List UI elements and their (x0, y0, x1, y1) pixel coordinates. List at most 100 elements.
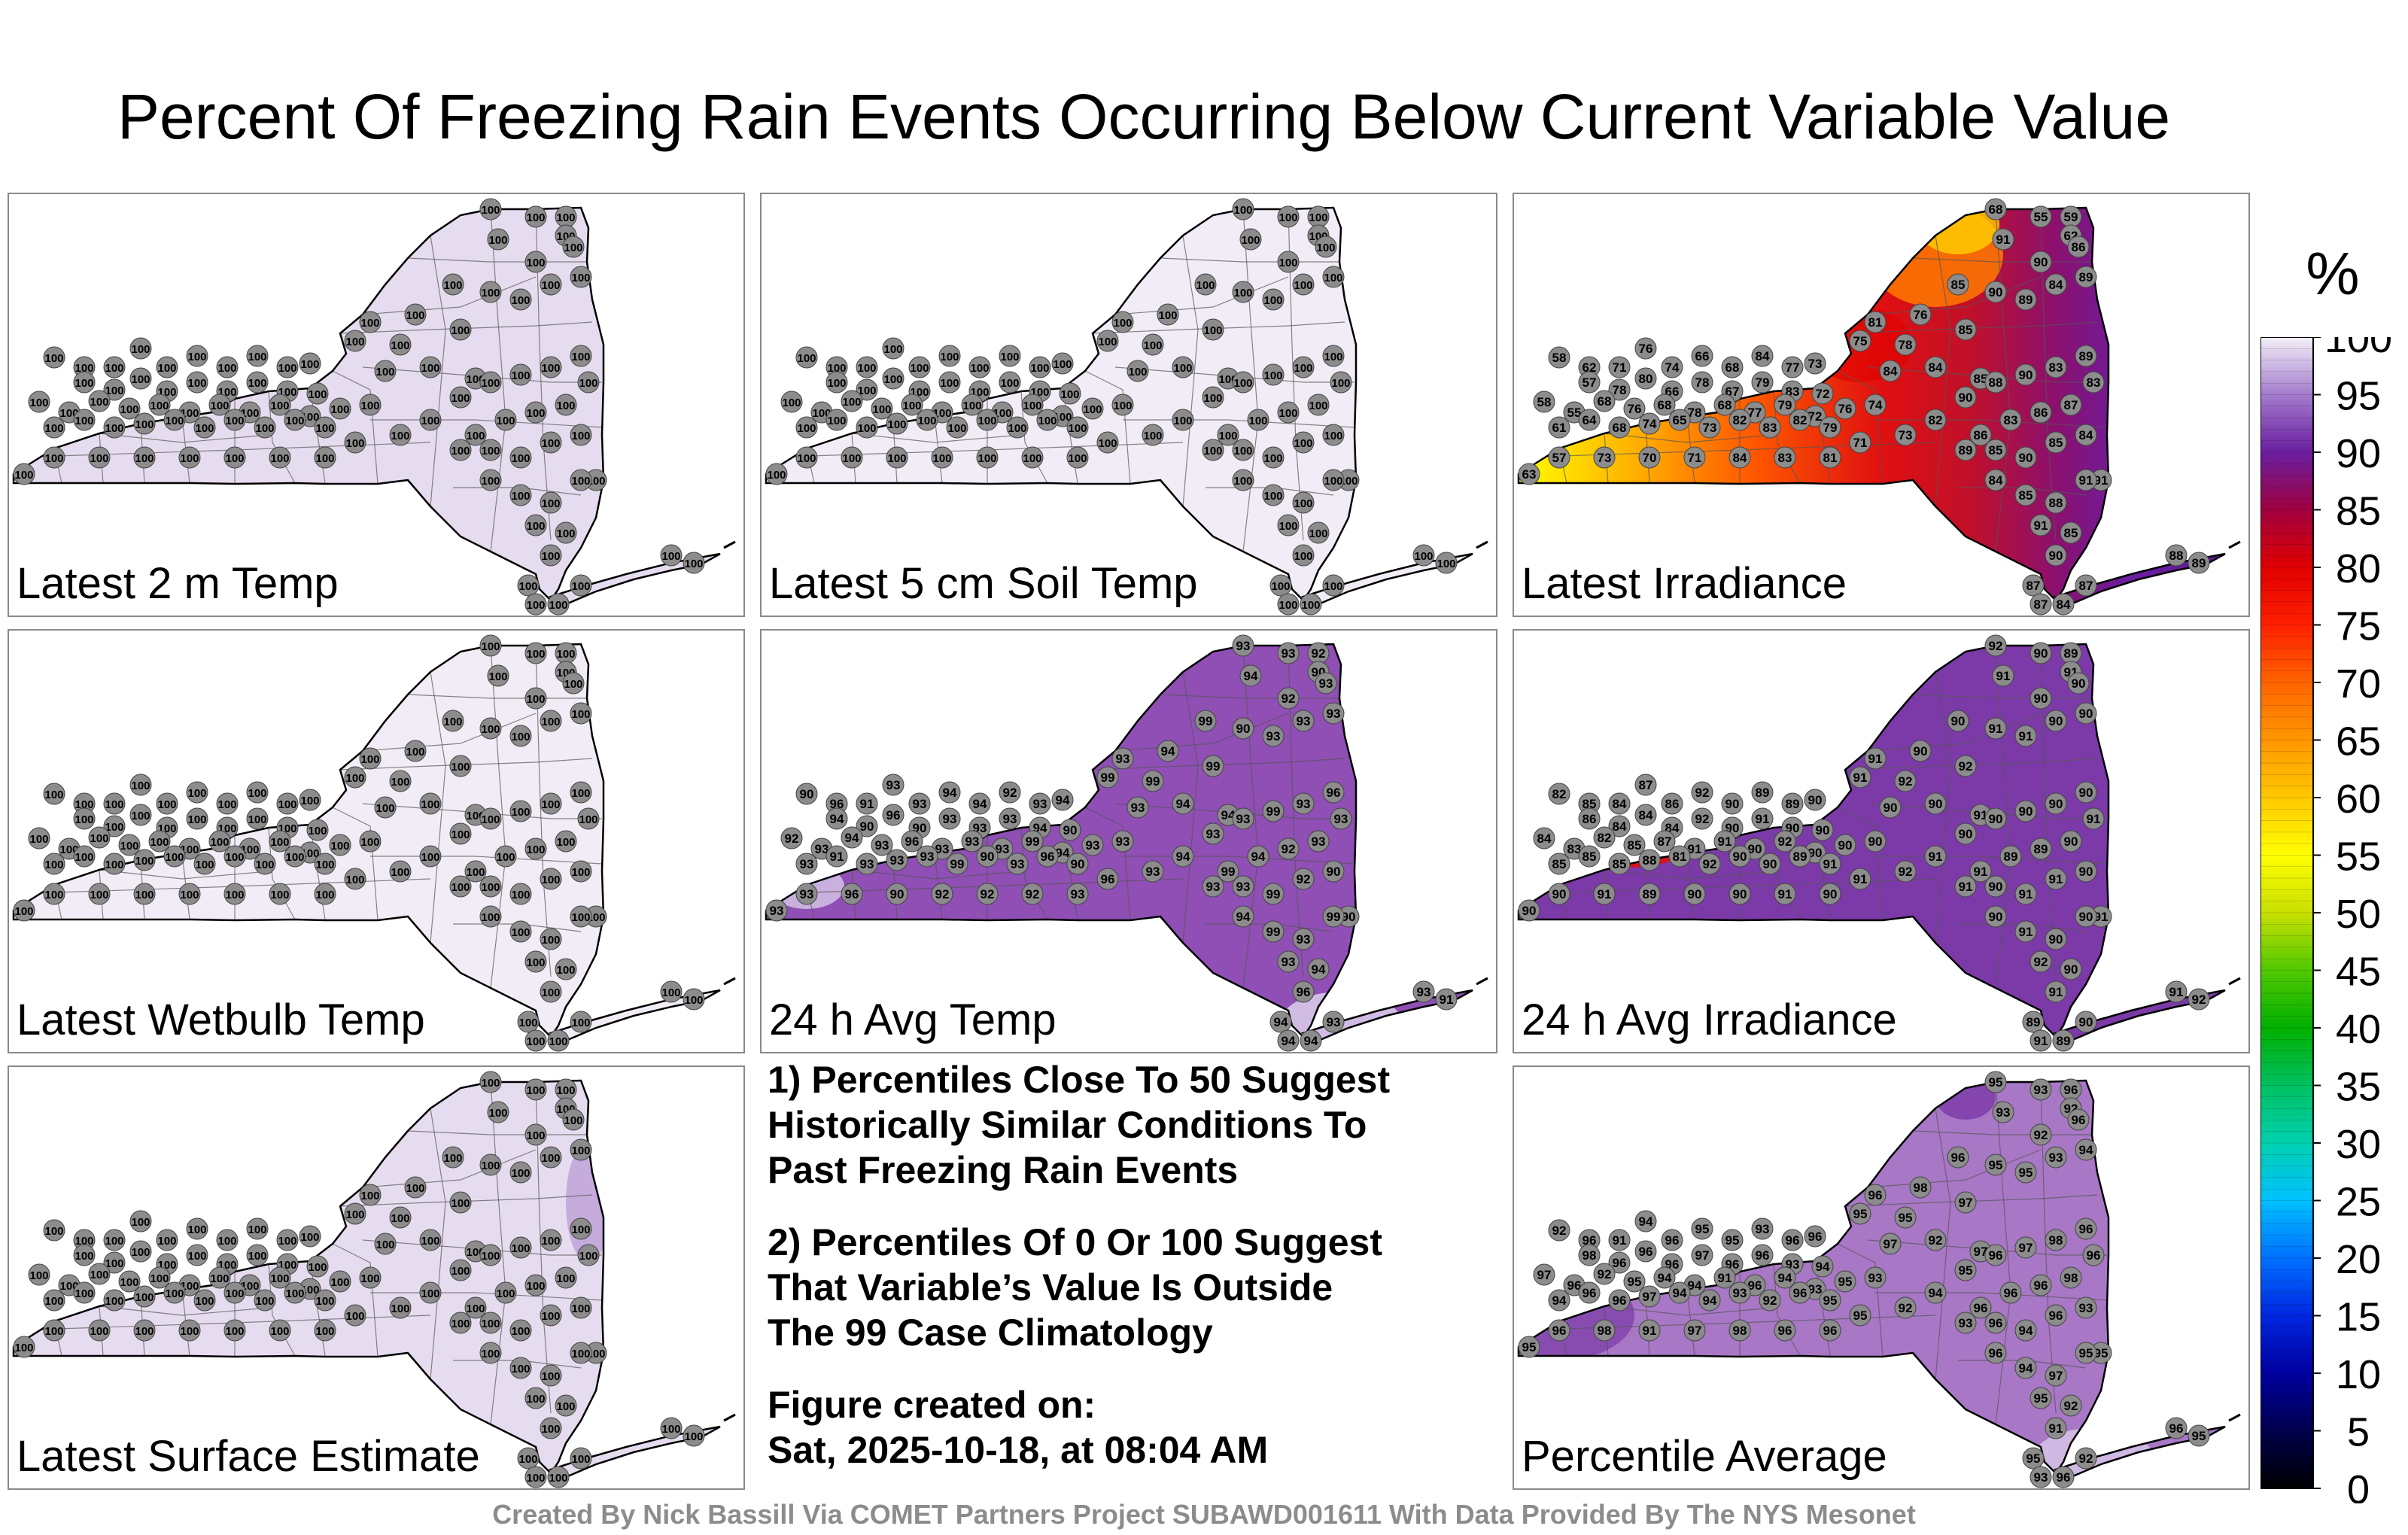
station-dot (1518, 463, 1540, 485)
station-marker: 90 (1984, 281, 2007, 303)
station-dot (1751, 1244, 1774, 1266)
station-value: 93 (890, 853, 905, 868)
station-marker: 100 (1194, 273, 1217, 296)
station-value: 100 (1000, 377, 1019, 390)
station-marker: 92 (1894, 1296, 1917, 1319)
station-dot (2188, 988, 2210, 1011)
station-value: 89 (2064, 646, 2078, 661)
station-value: 92 (1899, 865, 1913, 879)
station-value: 100 (187, 1223, 206, 1236)
station-marker: 84 (1634, 804, 1657, 826)
station-marker: 91 (2045, 980, 2067, 1003)
station-dot (1909, 740, 1932, 762)
station-value: 94 (1282, 1034, 1296, 1048)
station-marker: 83 (1774, 446, 1796, 469)
station-value: 97 (1695, 1248, 1710, 1263)
station-marker: 89 (2060, 642, 2082, 664)
station-value: 100 (549, 1472, 567, 1485)
station-marker: 100 (186, 1217, 208, 1240)
station-dot (186, 1244, 208, 1266)
station-dot (2075, 345, 2097, 367)
station-marker: 100 (1322, 469, 1345, 491)
station-marker: 100 (28, 391, 50, 413)
station-dot (1819, 853, 1841, 875)
station-value: 92 (1899, 1301, 1913, 1315)
station-dot (795, 346, 818, 369)
station-marker: 100 (1322, 266, 1345, 288)
station-marker: 100 (246, 807, 269, 830)
station-marker: 79 (1751, 371, 1774, 394)
station-dot (404, 1176, 427, 1199)
station-marker: 100 (570, 905, 592, 928)
station-value: 100 (481, 377, 500, 390)
station-value: 76 (1914, 308, 1928, 322)
station-value: 89 (2004, 850, 2018, 864)
station-value: 100 (44, 452, 63, 465)
station-value: 100 (842, 396, 861, 409)
station-marker: 100 (976, 446, 999, 469)
station-marker: 100 (555, 1394, 577, 1417)
station-dot (216, 1229, 239, 1251)
station-dot (1849, 1202, 1871, 1225)
station-marker: 100 (449, 822, 472, 845)
station-value: 58 (1552, 351, 1567, 365)
station-marker: 100 (193, 853, 216, 875)
station-dot (1111, 830, 1134, 853)
station-value: 100 (270, 452, 289, 465)
station-value: 100 (917, 415, 936, 427)
station-value: 57 (1583, 375, 1597, 390)
station-value: 97 (1537, 1268, 1552, 1282)
station-dot (1292, 431, 1315, 454)
station-value: 94 (1274, 1015, 1288, 1029)
station-value: 71 (1613, 360, 1627, 375)
station-dot (269, 394, 291, 416)
station-marker: 100 (43, 416, 65, 439)
station-marker: 88 (1638, 849, 1661, 871)
station-value: 100 (406, 1182, 424, 1195)
station-value: 93 (1327, 1015, 1341, 1029)
station-marker: 84 (2052, 593, 2075, 616)
station-marker: 100 (178, 446, 201, 469)
station-dot (1698, 416, 1721, 439)
station-value: 95 (1989, 1075, 2003, 1090)
station-dot (1548, 853, 1570, 875)
station-marker: 94 (1157, 740, 1179, 762)
station-dot (1548, 1319, 1570, 1342)
station-value: 93 (1206, 880, 1221, 894)
station-marker: 100 (419, 1229, 442, 1251)
station-dot (156, 1229, 178, 1251)
station-marker: 100 (449, 318, 472, 341)
station-dot (246, 781, 269, 804)
station-value: 100 (1316, 242, 1335, 254)
station-dot (103, 378, 126, 401)
station-value: 81 (1823, 451, 1838, 465)
station-dot (1789, 845, 1811, 868)
station-value: 100 (549, 1035, 567, 1048)
station-dot (540, 868, 562, 890)
station-value: 83 (1567, 842, 1582, 856)
station-value: 100 (1233, 204, 1252, 217)
station-dot (2060, 958, 2082, 980)
station-dot (479, 198, 502, 220)
station-marker: 90 (2060, 958, 2082, 980)
station-value: 96 (1951, 1150, 1966, 1165)
station-dot (103, 815, 126, 837)
station-value: 100 (74, 1250, 93, 1263)
station-marker: 92 (1894, 770, 1917, 792)
station-value: 94 (943, 786, 957, 800)
station-dot (1593, 390, 1616, 412)
station-dot (2045, 431, 2067, 454)
station-value: 91 (860, 797, 874, 811)
station-value: 100 (248, 377, 266, 390)
station-dot (1608, 792, 1631, 815)
station-marker: 100 (223, 1281, 246, 1304)
station-marker: 82 (1548, 783, 1570, 805)
station-dot (1751, 781, 1774, 804)
station-value: 100 (391, 776, 409, 789)
station-marker: 83 (2045, 356, 2067, 378)
station-dot (1194, 710, 1217, 732)
station-value: 100 (131, 780, 150, 792)
station-dot (547, 593, 570, 616)
station-value: 100 (902, 400, 921, 412)
station-value: 65 (1673, 413, 1687, 427)
